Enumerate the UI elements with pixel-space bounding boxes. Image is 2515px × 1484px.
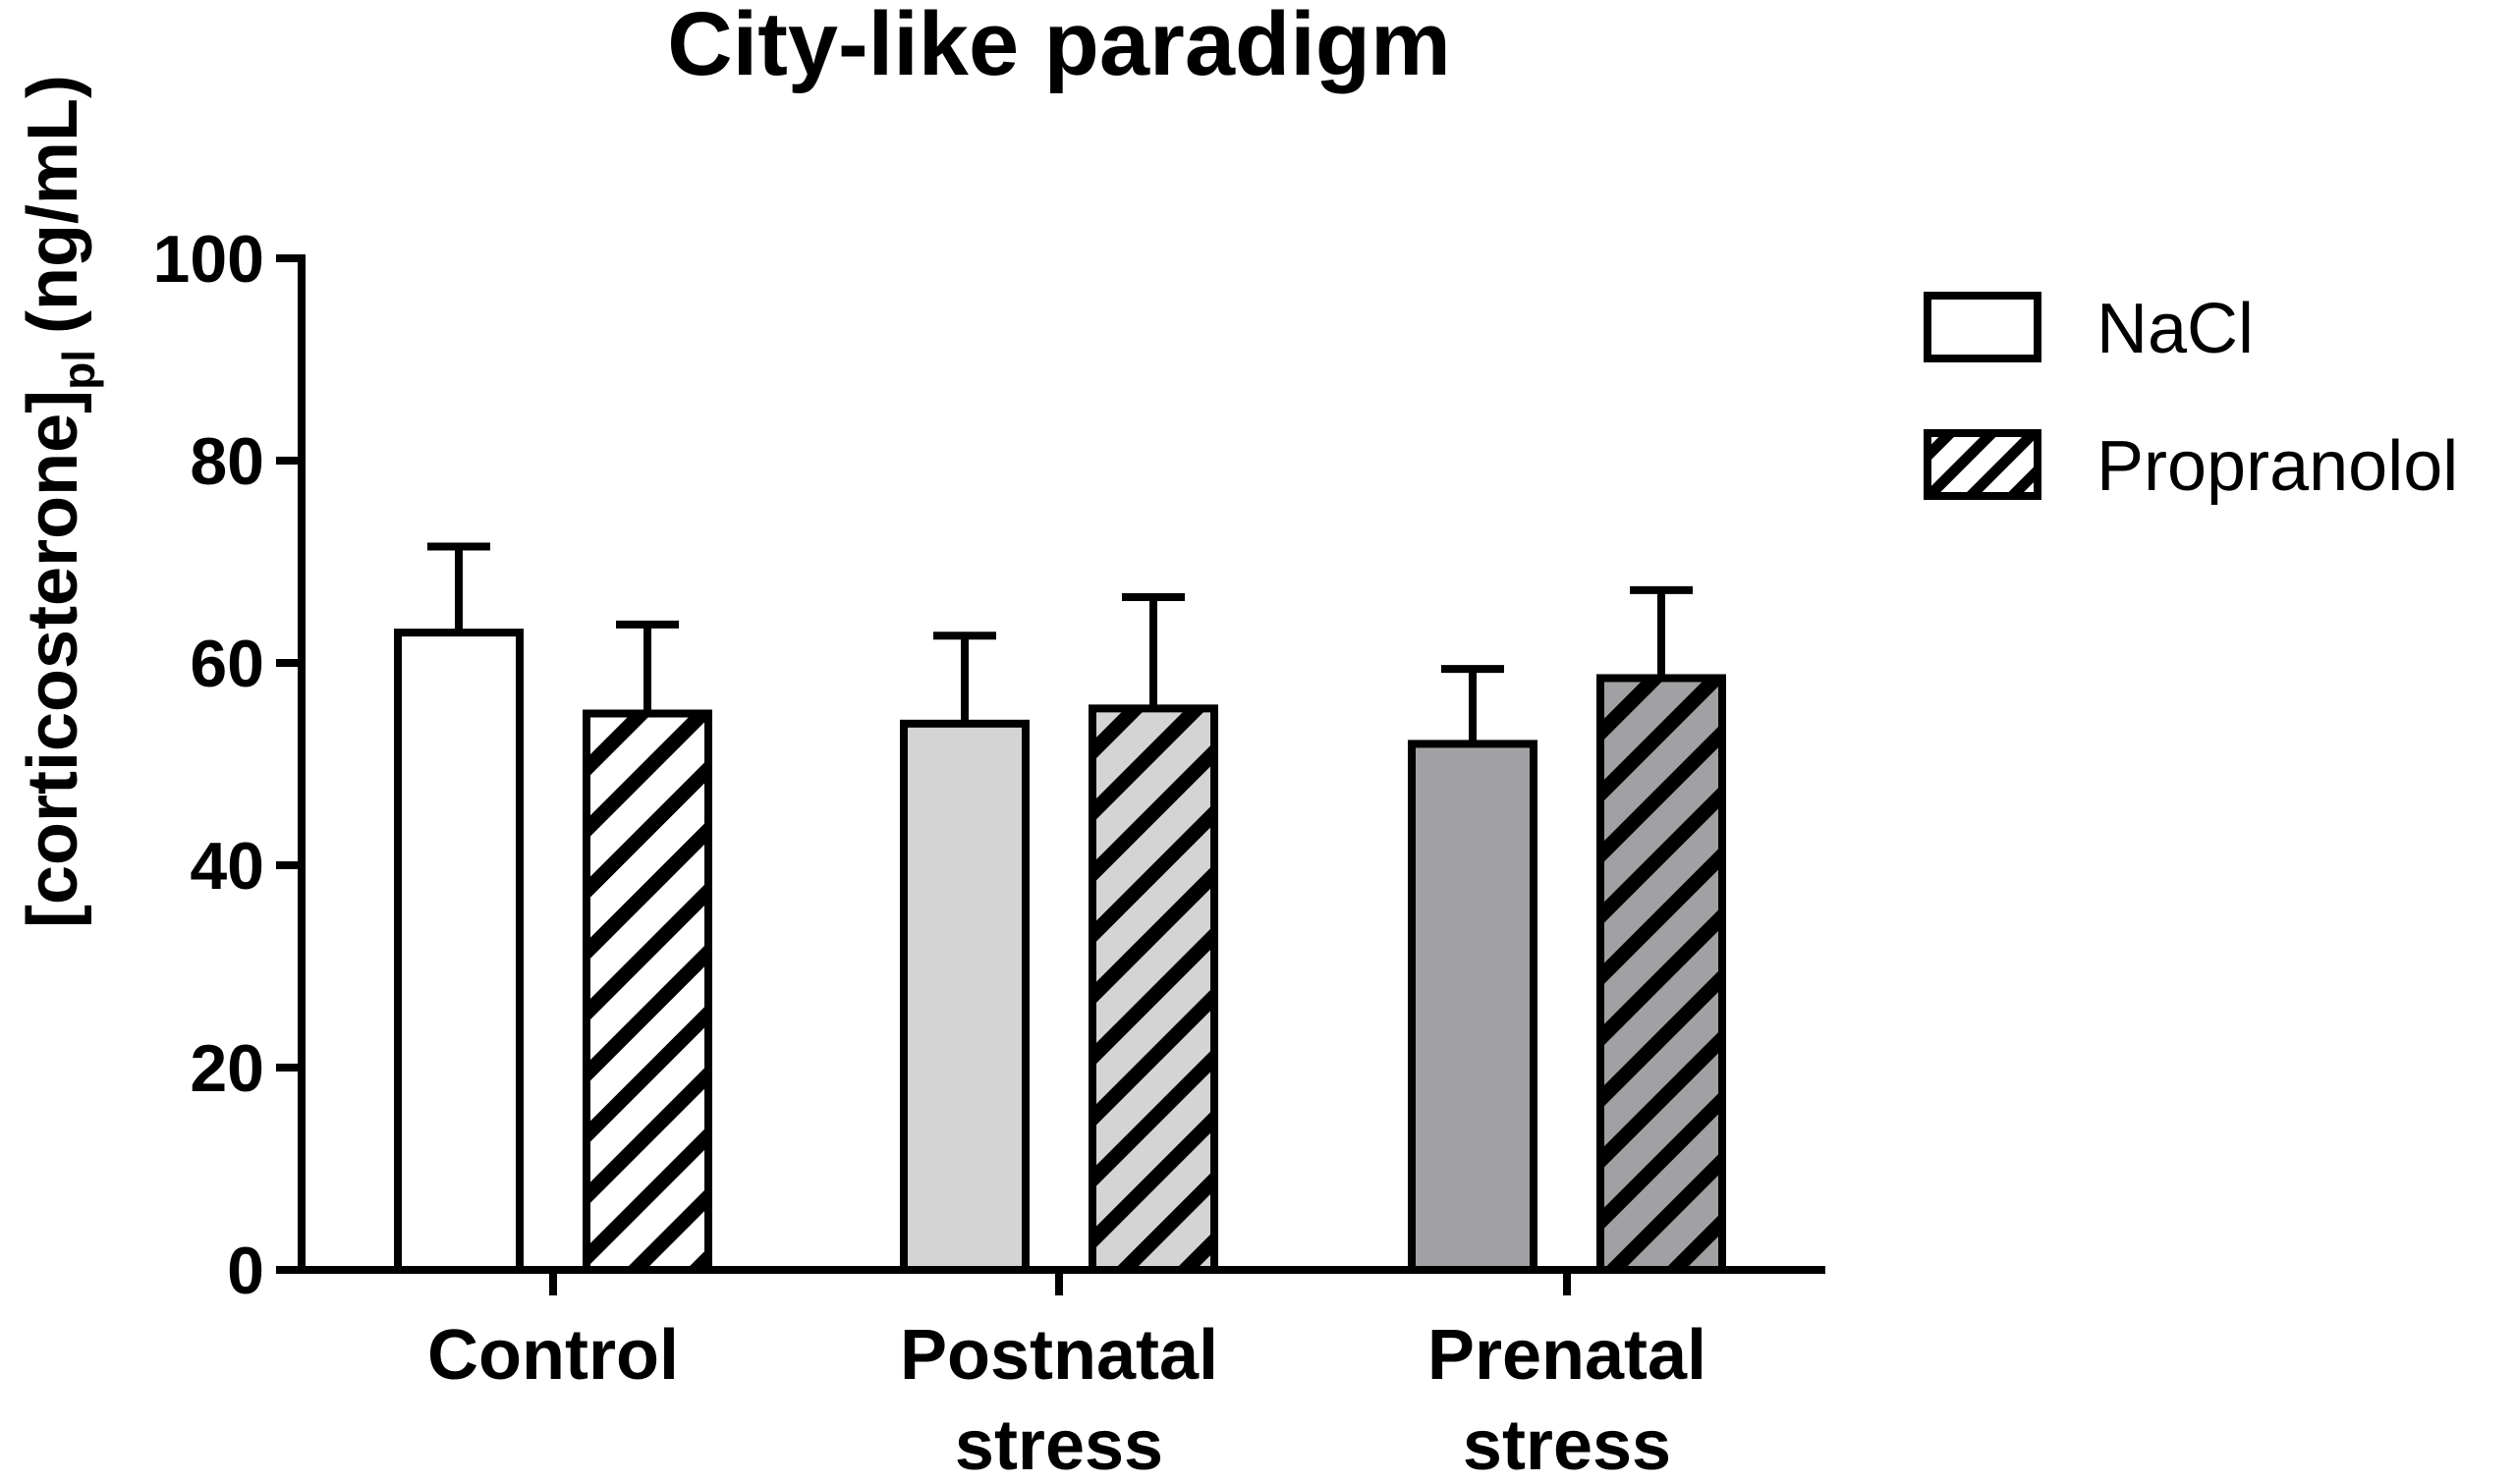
svg-text:[corticosterone]pl(ng/mL): [corticosterone]pl (ng/mL) — [14, 75, 104, 928]
y-axis-label: [corticosterone]pl (ng/mL) — [14, 75, 104, 928]
bar-propranolol-2 — [1596, 674, 1726, 1274]
legend: NaCl Propranolol — [1924, 290, 2458, 506]
x-category-label: stress — [1463, 1406, 1671, 1484]
bar-nacl-0 — [394, 629, 524, 1274]
y-axis-label-unit: (ng/mL) — [14, 75, 92, 334]
y-axis-label-subscript: pl — [53, 350, 104, 390]
y-tick-label: 100 — [153, 222, 264, 297]
bar-propranolol-0 — [583, 709, 712, 1274]
legend-swatch-nacl — [1924, 292, 2041, 362]
y-tick-label: 20 — [190, 1031, 264, 1106]
legend-label-propranolol: Propranolol — [2096, 427, 2458, 506]
legend-label-nacl: NaCl — [2096, 290, 2254, 368]
y-tick-label: 80 — [190, 424, 264, 499]
x-category-label: Control — [427, 1316, 679, 1395]
bar-propranolol-1 — [1089, 704, 1218, 1274]
y-tick-label: 60 — [190, 627, 264, 701]
bar-nacl-1 — [900, 719, 1030, 1274]
x-category-label: Postnatal — [900, 1316, 1218, 1395]
bar-nacl-2 — [1408, 740, 1537, 1274]
axes: 0 20 40 60 80 100 Control Postnatal stress Prenat… — [153, 222, 1825, 1484]
legend-swatch-propranolol — [1924, 429, 2041, 500]
x-category-label: Prenatal — [1427, 1316, 1706, 1395]
y-tick-label: 0 — [227, 1234, 264, 1308]
x-category-label: stress — [955, 1406, 1163, 1484]
chart-title: City-like paradigm — [667, 0, 1451, 94]
y-axis-label-main: [corticosterone] — [14, 390, 92, 928]
y-tick-label: 40 — [190, 829, 264, 904]
plot-area — [394, 542, 1726, 1274]
